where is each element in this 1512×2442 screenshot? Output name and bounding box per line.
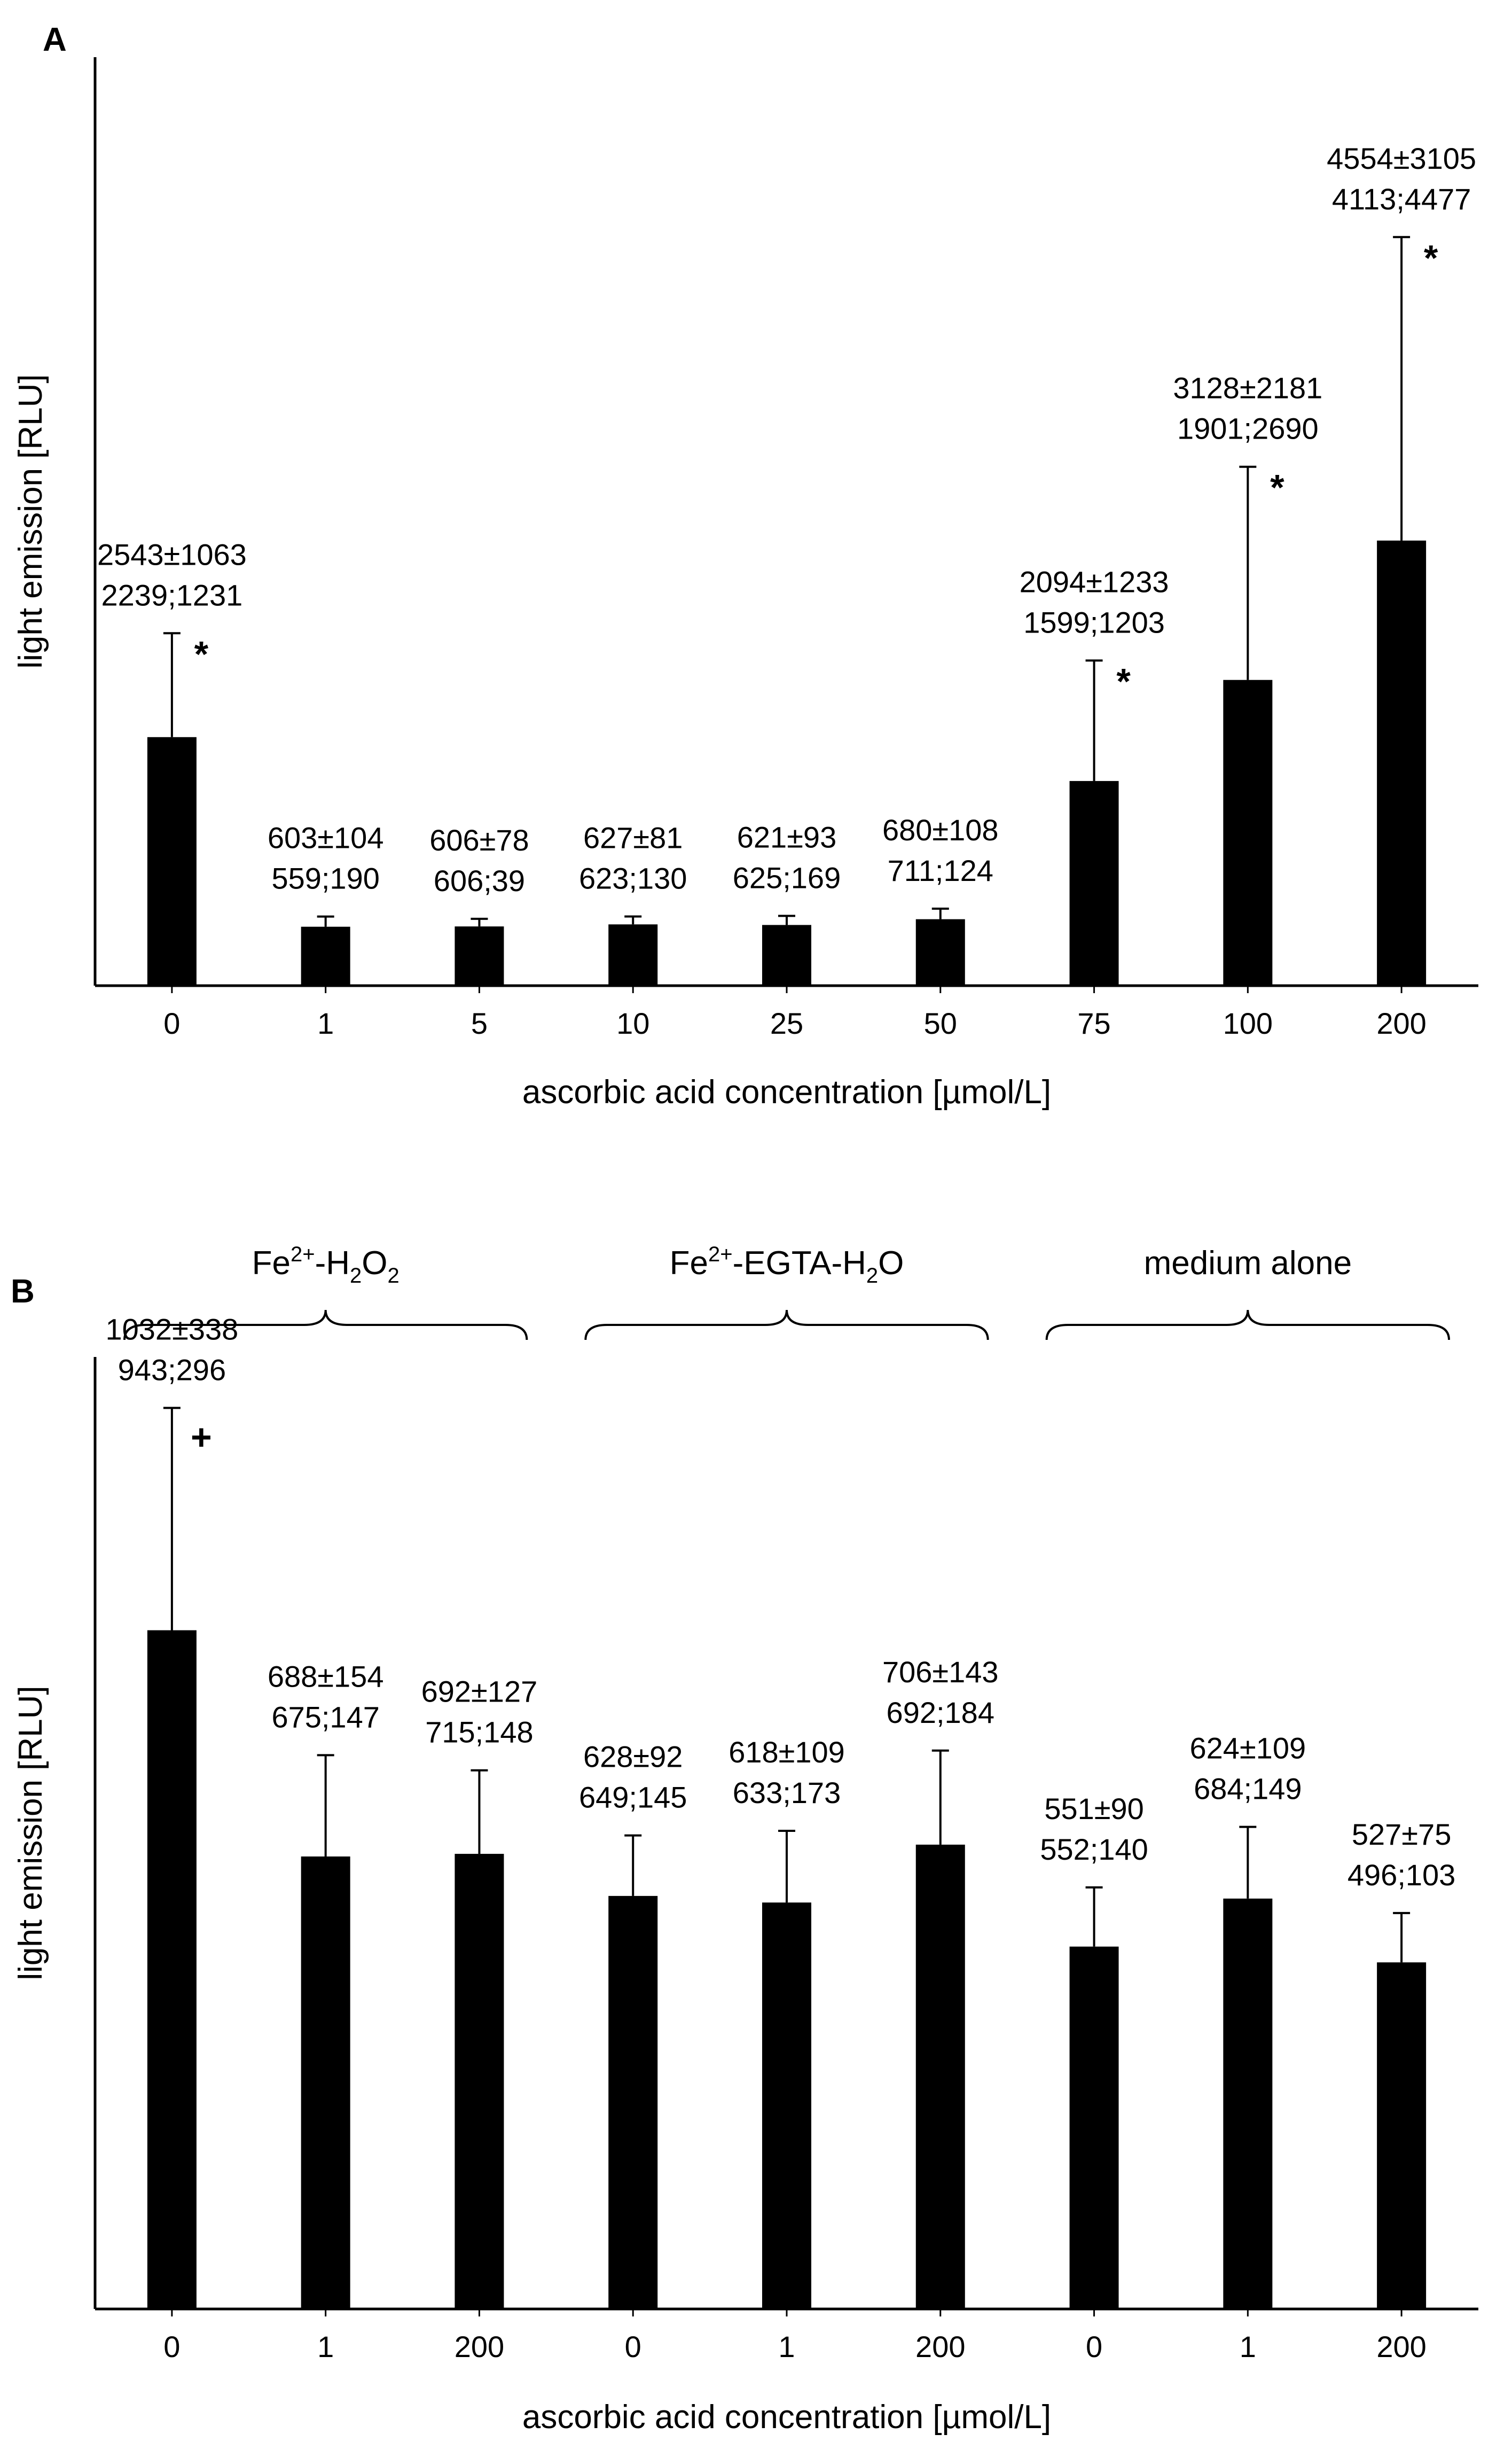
data-label: 623;130 — [579, 861, 687, 895]
data-label: 706±143 — [882, 1655, 999, 1689]
data-label: 1599;1203 — [1023, 605, 1165, 639]
data-label: 1032±338 — [106, 1312, 239, 1346]
x-tick-label: 0 — [625, 2330, 641, 2363]
bar — [915, 1844, 965, 2309]
x-tick-label: 50 — [924, 1007, 957, 1040]
data-label: 627±81 — [583, 821, 683, 854]
bar — [1223, 680, 1273, 986]
data-label: 2543±1063 — [97, 537, 247, 571]
x-tick-label: 1 — [778, 2330, 795, 2363]
group-label: medium alone — [1144, 1245, 1352, 1282]
data-label: 559;190 — [271, 862, 379, 895]
data-label: 606±78 — [429, 823, 529, 857]
significance-marker: + — [191, 1417, 212, 1457]
data-label: 715;148 — [425, 1715, 533, 1749]
panel-label: A — [43, 21, 67, 58]
x-tick-label: 200 — [1376, 2330, 1426, 2363]
x-tick-label: 1 — [317, 2330, 334, 2363]
x-tick-label: 1 — [1240, 2330, 1256, 2363]
bar — [147, 737, 197, 986]
data-label: 675;147 — [271, 1700, 379, 1734]
data-label: 943;296 — [118, 1353, 226, 1386]
x-tick-label: 1 — [317, 1007, 334, 1040]
data-label: 4113;4477 — [1332, 182, 1471, 216]
significance-marker: * — [1116, 661, 1131, 701]
bar — [455, 926, 504, 986]
x-tick-label: 0 — [163, 1007, 180, 1040]
x-tick-label: 10 — [616, 1007, 649, 1040]
x-tick-label: 0 — [1086, 2330, 1102, 2363]
data-label: 2094±1233 — [1020, 565, 1169, 598]
group-brace — [584, 1309, 989, 1340]
bar — [147, 1630, 197, 2309]
bar — [1223, 1898, 1273, 2309]
x-tick-label: 25 — [770, 1007, 803, 1040]
bar — [301, 1856, 350, 2309]
bar — [455, 1854, 504, 2309]
group-brace — [123, 1309, 528, 1340]
data-label: 684;149 — [1194, 1772, 1302, 1806]
significance-marker: * — [1270, 467, 1284, 508]
data-label: 680±108 — [882, 813, 999, 847]
data-label: 621±93 — [737, 820, 836, 854]
bar — [1069, 781, 1119, 986]
data-label: 1901;2690 — [1177, 412, 1319, 446]
data-label: 527±75 — [1352, 1817, 1451, 1851]
group-brace — [1045, 1309, 1450, 1340]
data-label: 625;169 — [733, 861, 841, 894]
x-tick-label: 200 — [455, 2330, 504, 2363]
significance-marker: * — [1424, 238, 1438, 278]
data-label: 711;124 — [888, 854, 993, 887]
y-axis-label: light emission [RLU] — [12, 1686, 49, 1980]
data-label: 633;173 — [733, 1776, 841, 1809]
group-label: Fe2+-H2O2 — [252, 1243, 399, 1288]
bar — [1069, 1946, 1119, 2309]
x-tick-label: 200 — [915, 2330, 965, 2363]
data-label: 649;145 — [579, 1781, 687, 1814]
bar — [762, 1902, 811, 2309]
x-tick-label: 100 — [1223, 1007, 1273, 1040]
data-label: 551±90 — [1044, 1792, 1143, 1825]
bar — [915, 919, 965, 986]
data-label: 603±104 — [268, 821, 384, 855]
bar — [301, 926, 350, 986]
x-tick-label: 200 — [1376, 1007, 1426, 1040]
bar — [1377, 1962, 1427, 2309]
data-label: 692±127 — [421, 1675, 538, 1708]
data-label: 3128±2181 — [1173, 371, 1322, 405]
data-label: 496;103 — [1348, 1858, 1455, 1892]
y-axis-label: light emission [RLU] — [12, 374, 49, 668]
data-label: 4554±3105 — [1327, 142, 1476, 175]
x-tick-label: 75 — [1077, 1007, 1110, 1040]
x-tick-label: 0 — [163, 2330, 180, 2363]
bar — [608, 1895, 658, 2309]
data-label: 552;140 — [1040, 1832, 1148, 1866]
data-label: 692;184 — [887, 1696, 994, 1729]
bar — [608, 924, 658, 986]
x-axis-label: ascorbic acid concentration [µmol/L] — [522, 1074, 1051, 1111]
data-label: 606;39 — [434, 864, 525, 898]
data-label: 624±109 — [1190, 1731, 1306, 1765]
bar — [762, 925, 811, 986]
bar — [1377, 540, 1427, 986]
data-label: 2239;1231 — [101, 578, 243, 612]
x-axis-label: ascorbic acid concentration [µmol/L] — [522, 2399, 1051, 2436]
significance-marker: * — [194, 634, 209, 674]
data-label: 618±109 — [728, 1735, 845, 1769]
data-label: 688±154 — [268, 1659, 384, 1693]
group-label: Fe2+-EGTA-H2O — [670, 1243, 904, 1288]
x-tick-label: 5 — [471, 1007, 488, 1040]
panel-label: B — [11, 1273, 35, 1310]
data-label: 628±92 — [583, 1740, 683, 1774]
